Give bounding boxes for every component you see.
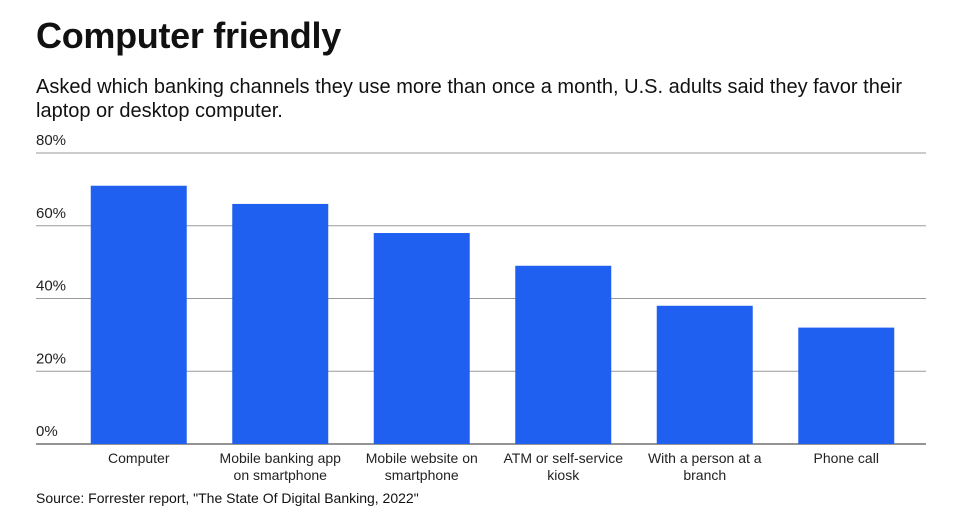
x-tick-label: Phone call — [814, 450, 879, 466]
chart-subtitle: Asked which banking channels they use mo… — [36, 76, 903, 122]
bar — [373, 233, 470, 444]
x-tick-label: ATM or self-service — [503, 450, 623, 466]
y-tick-label: 0% — [36, 423, 58, 440]
x-tick-label: kiosk — [547, 467, 580, 483]
y-tick-label: 80% — [36, 132, 66, 149]
x-tick-label: on smartphone — [234, 467, 328, 483]
x-tick-label: Mobile website on — [366, 450, 478, 466]
x-tick-label: smartphone — [385, 467, 459, 483]
bar — [232, 203, 329, 444]
bar — [798, 327, 895, 444]
bar — [656, 305, 753, 444]
x-tick-label: Mobile banking app — [220, 450, 342, 466]
bar-chart: 0% 20% 40% 60% 80% Computer Mobile banking app… — [36, 132, 926, 483]
y-tick-label: 60% — [36, 205, 66, 222]
x-tick-label: With a person at a — [648, 450, 762, 466]
y-tick-label: 20% — [36, 350, 66, 367]
y-tick-label: 40% — [36, 278, 66, 295]
bar — [90, 185, 187, 445]
bar — [515, 265, 612, 444]
x-tick-label: branch — [683, 467, 726, 483]
source-note: Source: Forrester report, "The State Of … — [36, 490, 419, 506]
x-tick-label: Computer — [108, 450, 170, 466]
chart-title: Computer friendly — [36, 15, 341, 56]
